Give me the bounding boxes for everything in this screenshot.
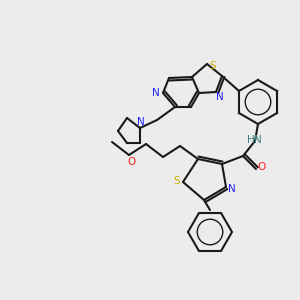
Text: S: S [210,61,216,71]
Text: H: H [247,135,255,145]
Text: N: N [228,184,236,194]
Text: N: N [152,88,160,98]
Text: N: N [216,92,224,102]
Text: O: O [127,157,135,167]
Text: N: N [254,135,262,145]
Text: S: S [174,176,180,186]
Text: O: O [257,162,265,172]
Text: N: N [137,117,145,127]
